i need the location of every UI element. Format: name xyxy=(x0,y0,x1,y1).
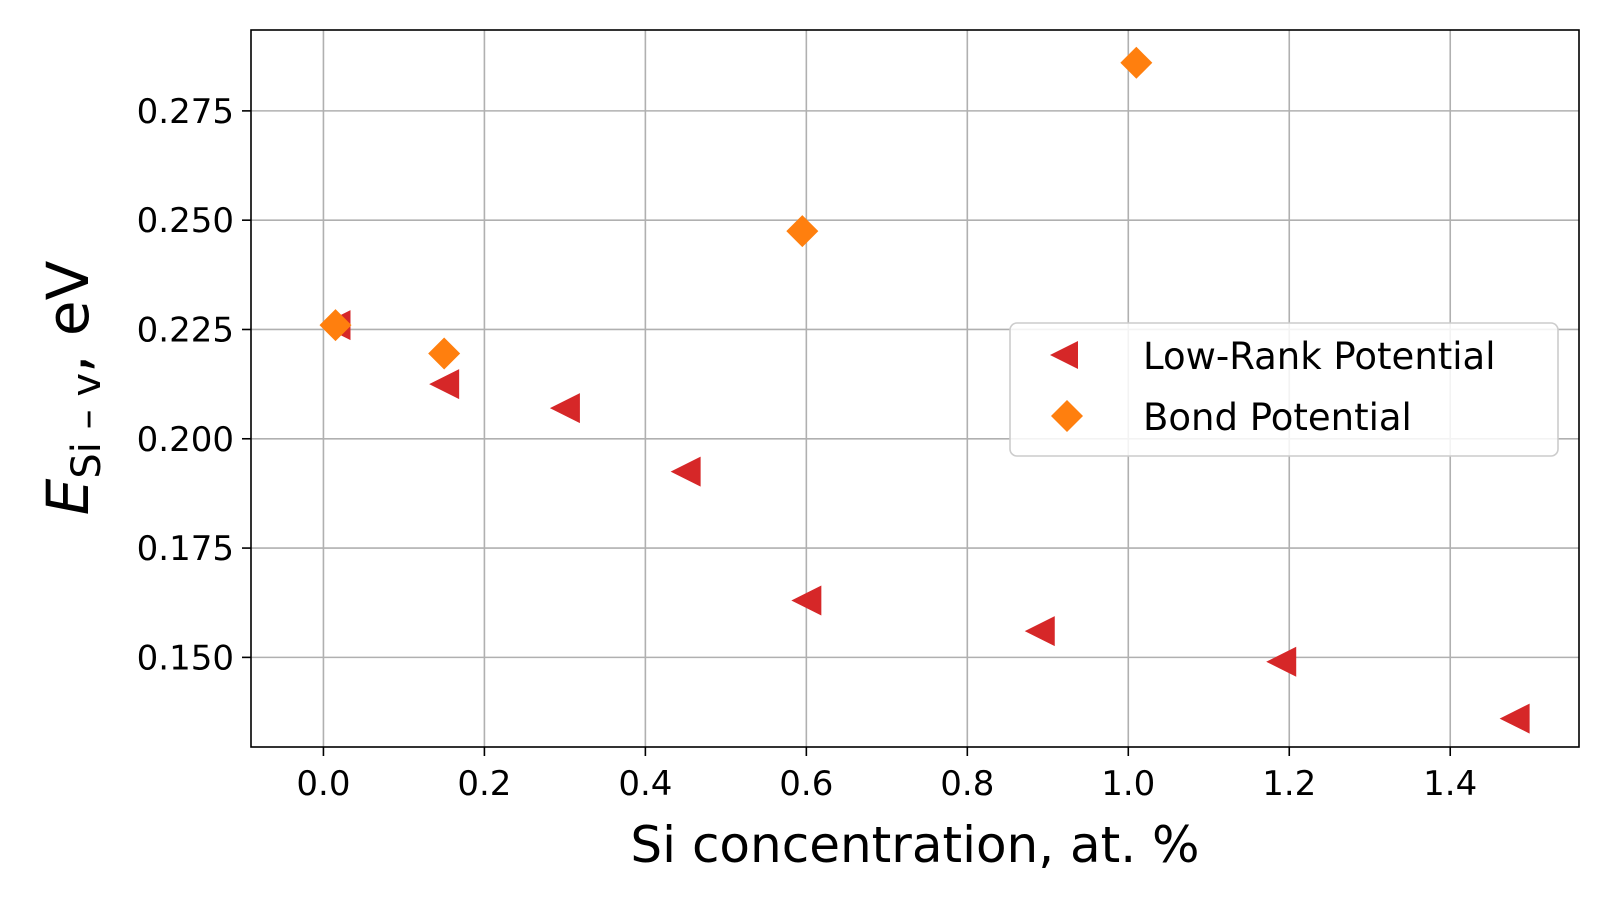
bond-point xyxy=(1120,46,1153,79)
legend-box xyxy=(1009,322,1559,457)
low-rank-point xyxy=(429,369,460,400)
low-rank-point xyxy=(1266,646,1297,677)
low-rank-point xyxy=(549,393,580,424)
y-tick-label: 0.150 xyxy=(137,638,234,678)
y-axis-title: ESi – v, eV xyxy=(34,260,110,515)
x-tick-label: 1.0 xyxy=(1101,764,1155,804)
legend-label-low-rank: Low-Rank Potential xyxy=(1143,335,1496,378)
low-rank-point xyxy=(1499,703,1530,734)
data-points xyxy=(319,46,1530,734)
legend-marker-bond xyxy=(1051,400,1083,432)
x-tick-label: 0.0 xyxy=(296,764,350,804)
x-axis-title: Si concentration, at. % xyxy=(630,816,1199,874)
bond-point xyxy=(428,337,461,370)
x-tick-label: 0.4 xyxy=(618,764,672,804)
legend-label-bond: Bond Potential xyxy=(1143,396,1412,439)
y-axis-title-suffix: , eV xyxy=(34,260,102,373)
x-tick-label: 1.4 xyxy=(1423,764,1477,804)
low-rank-point xyxy=(791,585,822,616)
low-rank-point xyxy=(670,456,701,487)
x-tick-label: 0.2 xyxy=(457,764,511,804)
legend: Low-Rank Potential Bond Potential xyxy=(1009,322,1559,457)
y-tick-label: 0.200 xyxy=(137,420,234,460)
y-tick-label: 0.275 xyxy=(137,92,234,132)
y-tick-label: 0.250 xyxy=(137,201,234,241)
y-tick-label: 0.225 xyxy=(137,310,234,350)
x-tick-label: 0.6 xyxy=(779,764,833,804)
x-tick-label: 1.2 xyxy=(1262,764,1316,804)
low-rank-point xyxy=(1024,616,1055,647)
y-tick-label: 0.175 xyxy=(137,529,234,569)
x-tick-label: 0.8 xyxy=(940,764,994,804)
y-axis-title-subscript: Si – v xyxy=(64,373,110,479)
bond-point xyxy=(319,309,352,342)
bond-point xyxy=(786,215,819,248)
y-axis-title-main: E xyxy=(34,478,102,515)
axis-ticks: 0.0 0.2 0.4 0.6 0.8 1.0 1.2 1.4 0.150 0.175 0.200 0… xyxy=(137,92,1478,804)
plot-frame xyxy=(250,29,1580,748)
legend-marker-low-rank xyxy=(1050,341,1078,369)
